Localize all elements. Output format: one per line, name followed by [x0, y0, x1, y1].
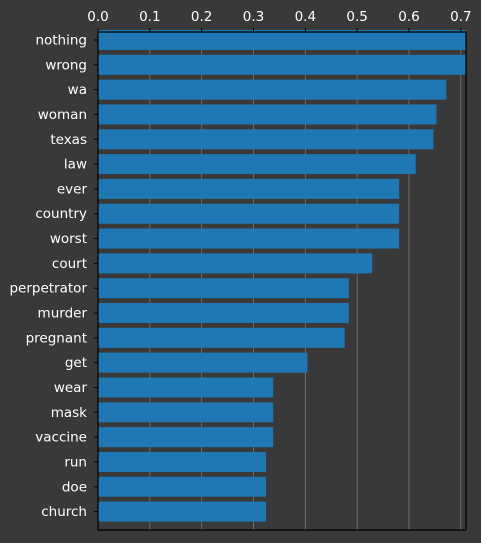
bar-ever [98, 178, 400, 199]
bar-perpetrator [98, 278, 349, 299]
bar-law [98, 154, 416, 175]
y-tick-label: texas [50, 132, 87, 148]
y-tick-label: wear [54, 380, 88, 396]
bar-worst [98, 228, 400, 249]
bar-country [98, 203, 400, 224]
bar-doe [98, 476, 266, 497]
y-tick-label: wa [68, 82, 87, 98]
x-tick-label: 0.7 [450, 9, 471, 25]
x-tick-label: 0.4 [295, 9, 316, 25]
y-tick-label: murder [38, 306, 88, 322]
y-tick-label: ever [57, 181, 88, 197]
bar-wa [98, 79, 447, 100]
bar-murder [98, 303, 349, 324]
y-tick-label: doe [62, 479, 87, 495]
y-tick-label: vaccine [35, 430, 87, 446]
bar-texas [98, 129, 434, 150]
bar-get [98, 352, 308, 373]
y-tick-label: church [41, 504, 87, 520]
y-tick-label: court [52, 256, 87, 272]
bar-wear [98, 377, 274, 398]
x-tick-label: 0.5 [346, 9, 367, 25]
y-tick-label: pregnant [26, 330, 87, 346]
bar-vaccine [98, 427, 274, 448]
x-tick-label: 0.3 [243, 9, 264, 25]
bar-wrong [98, 54, 466, 75]
x-tick-label: 0.0 [87, 9, 108, 25]
y-tick-label: law [64, 157, 87, 173]
bar-pregnant [98, 327, 345, 348]
bar-court [98, 253, 373, 274]
y-tick-label: nothing [35, 33, 87, 49]
y-tick-label: run [64, 454, 87, 470]
bar-run [98, 451, 266, 472]
y-tick-label: perpetrator [9, 281, 87, 297]
y-tick-label: worst [50, 231, 87, 247]
bar-woman [98, 104, 437, 125]
bar-church [98, 501, 266, 522]
y-tick-label: country [35, 206, 87, 222]
y-tick-label: woman [38, 107, 87, 123]
bar-mask [98, 402, 274, 423]
x-tick-label: 0.6 [398, 9, 419, 25]
x-tick-label: 0.1 [139, 9, 160, 25]
bar-nothing [98, 30, 466, 50]
y-tick-label: wrong [45, 57, 87, 73]
x-tick-label: 0.2 [191, 9, 212, 25]
y-tick-label: mask [51, 405, 87, 421]
y-tick-label: get [65, 355, 87, 371]
